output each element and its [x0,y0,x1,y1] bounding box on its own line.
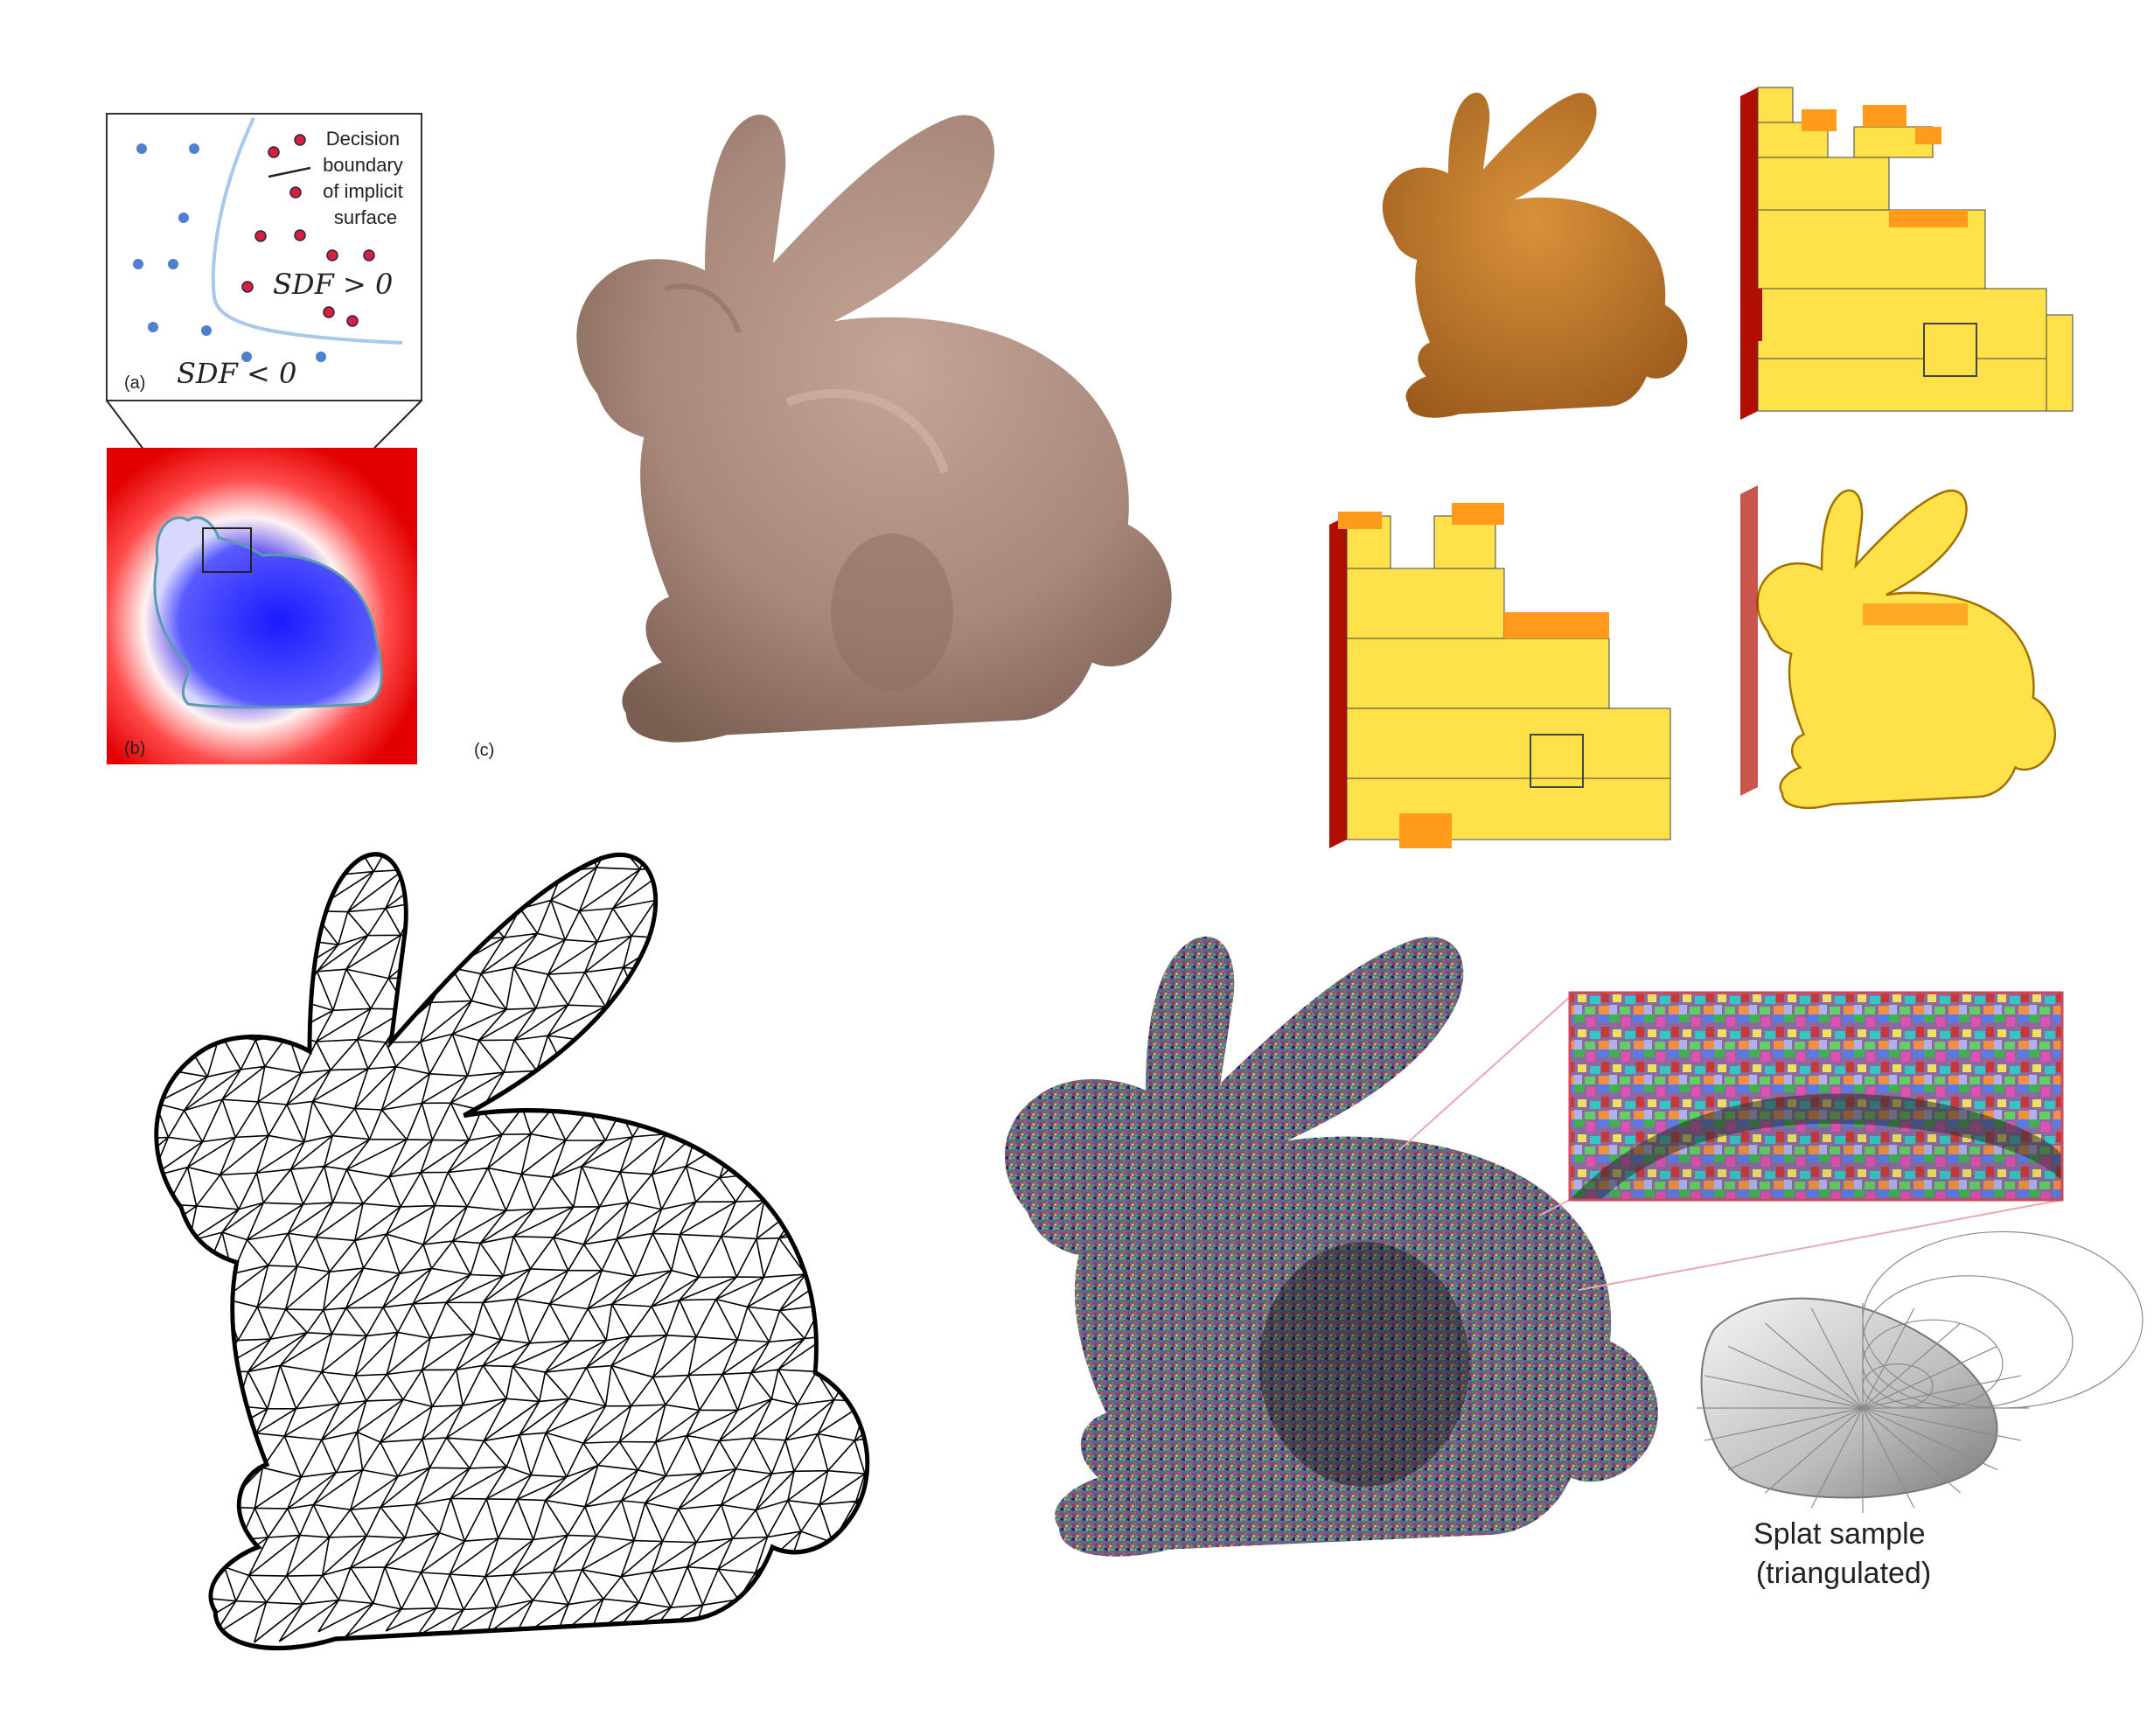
negative-point [148,322,158,332]
positive-point [347,316,358,326]
positive-point [268,147,279,157]
splat-caption-line: Splat sample [1753,1517,1926,1551]
annotation-line: boundary [323,154,403,176]
positive-point [295,230,305,241]
panel-b-tag: (b) [124,739,145,758]
negative-point [316,352,326,362]
triangulated-splat [1697,1231,2143,1513]
wireframe-panel [46,834,923,1649]
negative-point [136,143,147,154]
negative-point [201,325,212,336]
annotation-line: Decision [326,128,400,150]
mesh-bunny [1383,93,1687,418]
positive-point [327,250,338,261]
panel-a: Decision boundary of implicit surface SD… [107,114,422,401]
panel-c-tag: (c) [474,741,494,760]
voxel-panel [1329,87,2073,848]
positive-point [290,187,301,198]
voxel-bunny-coarse [1740,87,2073,420]
annotation-line: surface [334,206,397,228]
positive-point [242,282,253,292]
negative-point [168,259,178,269]
panel-a-tag: (a) [124,373,145,393]
positive-point [255,231,266,241]
negative-point [189,143,199,154]
positive-point [364,250,374,261]
splat-inset [1570,993,2062,1200]
positive-point [295,135,305,145]
splat-caption-line: (triangulated) [1756,1557,1931,1590]
negative-point [178,213,189,223]
sdf-negative-label: SDF < 0 [177,357,296,390]
splat-caption: Splat sample (triangulated) [1753,1517,1934,1590]
voxel-bunny-fine [1740,485,2055,808]
panel-c: (c) [474,115,1172,760]
annotation-line: of implicit [323,180,403,202]
negative-point [133,259,143,269]
panel-b: (b) [107,448,417,764]
sdf-positive-label: SDF > 0 [273,268,393,301]
splat-panel: Splat sample (triangulated) [1005,937,2143,1590]
positive-point [324,307,334,317]
voxel-bunny-medium [1329,503,1670,848]
